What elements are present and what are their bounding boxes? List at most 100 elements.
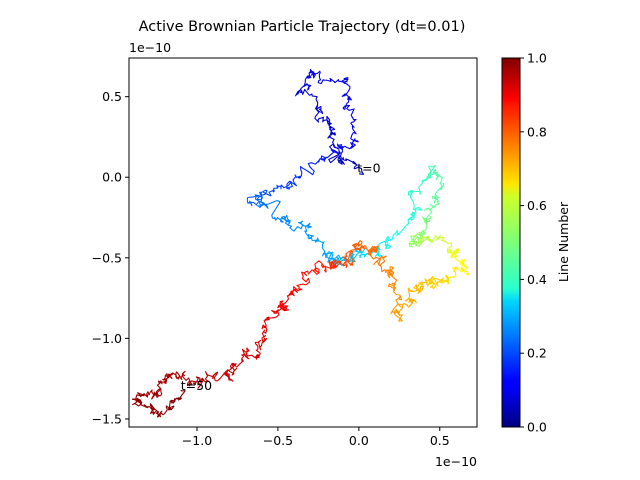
trajectory-segment: [431, 195, 440, 200]
trajectory-segment: [276, 305, 289, 313]
trajectory-segment: [328, 251, 336, 263]
trajectory-segment: [156, 411, 162, 418]
trajectory-segment: [396, 226, 406, 237]
trajectory-segment: [385, 266, 394, 273]
trajectory-segment: [304, 84, 312, 91]
trajectory-segment: [297, 166, 303, 179]
trajectory-segment: [204, 371, 210, 383]
trajectory-segment: [296, 283, 306, 290]
trajectory-segment: [421, 177, 429, 183]
trajectory-segment: [390, 303, 399, 315]
colorbar-tick-label: 0.4: [527, 272, 547, 287]
trajectory-segment: [378, 255, 387, 267]
trajectory-segment: [263, 316, 270, 328]
x-tick-label: −0.5: [263, 433, 293, 448]
trajectory-segment: [149, 403, 159, 415]
trajectory-segment: [429, 203, 440, 209]
trajectory-segment: [435, 277, 444, 285]
y-offset-text: 1e−10: [129, 40, 171, 55]
trajectory-segment: [349, 251, 355, 266]
trajectory-segment: [247, 194, 264, 200]
trajectory-segment: [432, 277, 440, 287]
trajectory-segment: [343, 77, 349, 83]
trajectory-segment: [328, 260, 336, 270]
trajectory-segment: [246, 197, 253, 207]
trajectory-segment: [342, 251, 351, 261]
colorbar-tick-label: 0.6: [527, 198, 547, 213]
trajectory-segment: [384, 243, 392, 249]
trajectory-segment: [451, 252, 458, 259]
trajectory-segment: [261, 324, 268, 330]
trajectory-segment: [327, 134, 336, 147]
trajectory-segment: [405, 287, 411, 302]
trajectory-segment: [303, 79, 310, 87]
trajectory-segment: [175, 372, 184, 380]
trajectory-segment: [324, 149, 335, 159]
trajectory-segment: [428, 164, 437, 174]
trajectory-segment: [433, 185, 444, 204]
colorbar-tick-label: 1.0: [527, 51, 547, 66]
trajectory-segment: [227, 374, 234, 382]
trajectory-segment: [387, 266, 395, 277]
trajectory-segment: [150, 407, 157, 415]
trajectory-segment: [309, 69, 315, 75]
trajectory-segment: [311, 269, 320, 275]
trajectory-segment: [320, 155, 327, 162]
trajectory-segment: [291, 288, 299, 295]
x-offset-text: 1e−10: [435, 454, 477, 469]
trajectory-segment: [421, 215, 429, 222]
trajectory-segment: [185, 377, 193, 387]
trajectory-segment: [452, 266, 469, 273]
trajectory-segment: [338, 157, 345, 165]
trajectory-segment: [314, 240, 325, 245]
trajectory-segment: [409, 288, 421, 293]
trajectory-segment: [387, 283, 397, 292]
trajectory-segment: [333, 150, 343, 157]
trajectory-segment: [434, 171, 440, 178]
trajectory-segment: [432, 168, 441, 177]
trajectory-segment: [459, 260, 466, 268]
trajectory-segment: [180, 389, 186, 392]
trajectory-segment: [410, 235, 416, 243]
colorbar-ticks: 0.0 0.2 0.4 0.6 0.8 1.0: [520, 51, 547, 435]
trajectory-segment: [351, 247, 362, 252]
trajectory-segment: [417, 285, 424, 294]
annotations: t=0 t=50: [181, 160, 381, 393]
x-tick-label: −1.0: [182, 433, 212, 448]
trajectory-segment: [452, 248, 460, 256]
trajectory-segment: [329, 265, 338, 270]
trajectory-segment: [211, 371, 219, 381]
trajectory-segment: [336, 143, 344, 153]
y-tick-label: −1.5: [92, 411, 122, 426]
trajectory-segment: [186, 380, 197, 386]
trajectory-segment: [315, 96, 319, 110]
colorbar-tick-label: 0.8: [527, 124, 547, 139]
trajectory-segment: [333, 259, 342, 269]
trajectory-segment: [342, 260, 348, 269]
trajectory-segment: [275, 309, 280, 318]
trajectory-segment: [326, 119, 332, 126]
trajectory-segment: [254, 339, 262, 348]
colorbar-gradient: [501, 57, 521, 428]
trajectory-segment: [387, 273, 398, 286]
trajectory-segment: [302, 88, 318, 98]
trajectory-segment: [328, 124, 336, 131]
trajectory-segment: [314, 111, 321, 123]
trajectory-segment: [215, 370, 229, 382]
trajectory-segment: [395, 295, 401, 306]
trajectory-segment: [298, 222, 311, 229]
trajectory-segment: [341, 79, 351, 96]
trajectory-segment: [403, 298, 414, 308]
trajectory-segment: [387, 230, 398, 242]
trajectory-segment: [313, 70, 321, 79]
trajectory-segment: [321, 243, 328, 257]
trajectory-segment: [351, 160, 358, 169]
trajectory-segment: [322, 264, 327, 273]
trajectory-segment: [423, 219, 428, 230]
trajectory: [131, 68, 470, 418]
trajectory-segment: [310, 236, 320, 243]
trajectory-segment: [176, 390, 186, 401]
trajectory-segment: [364, 246, 374, 254]
trajectory-segment: [287, 224, 299, 232]
